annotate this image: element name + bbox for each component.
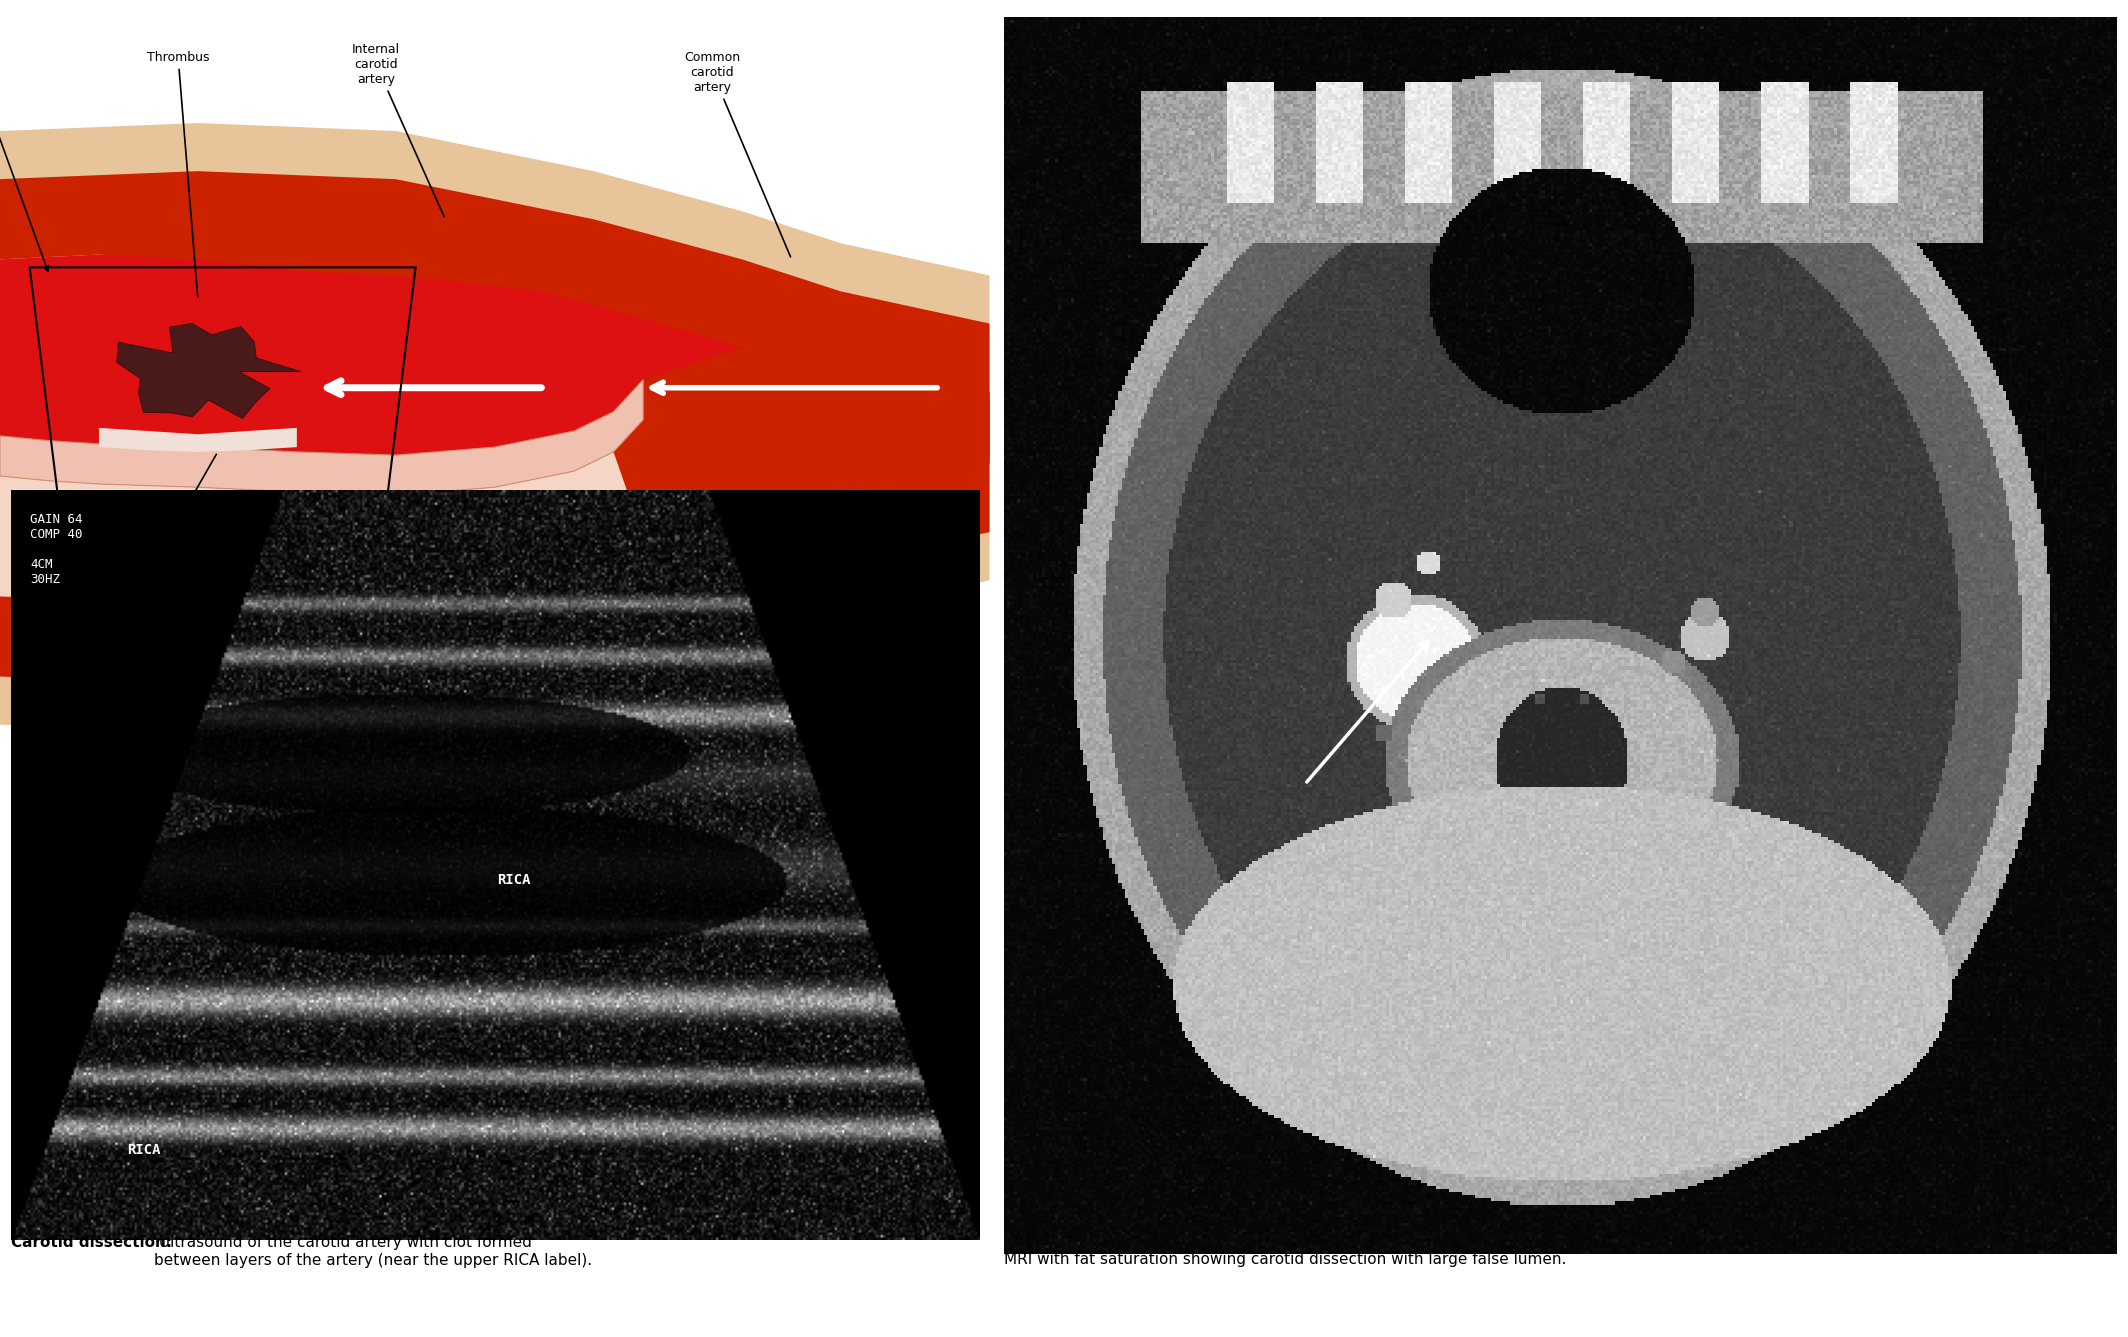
Text: RICA: RICA [128,1143,160,1157]
Polygon shape [0,123,990,733]
Polygon shape [117,324,302,418]
Text: Carotid dissection:: Carotid dissection: [11,1235,172,1250]
Text: Thrombus: Thrombus [147,51,209,297]
Text: GAIN 64
COMP 40

4CM
30HZ: GAIN 64 COMP 40 4CM 30HZ [30,512,83,586]
Text: Common
carotid
artery: Common carotid artery [685,51,789,257]
Text: Ultrasound of the carotid artery with clot formed
between layers of the artery (: Ultrasound of the carotid artery with cl… [153,1235,592,1267]
Polygon shape [0,380,643,495]
Polygon shape [0,254,396,602]
Text: Intimal tear allows blood flow to dissect beneath intimal layer, detaching
it fr: Intimal tear allows blood flow to dissec… [11,816,570,848]
Text: JOHN A. CRAIG—AD: JOHN A. CRAIG—AD [768,771,870,781]
Polygon shape [0,254,990,602]
Polygon shape [0,348,990,537]
Polygon shape [100,428,298,452]
Polygon shape [0,420,643,602]
Text: MRI with fat saturation showing carotid dissection with large false lumen.: MRI with fat saturation showing carotid … [1004,1251,1566,1267]
Text: RICA: RICA [498,873,530,886]
Text: Area of
scan: Area of scan [0,51,49,271]
Polygon shape [11,489,979,1239]
Polygon shape [0,171,990,685]
Text: Detached intima: Detached intima [19,455,217,714]
Text: Internal
carotid
artery: Internal carotid artery [351,43,445,217]
